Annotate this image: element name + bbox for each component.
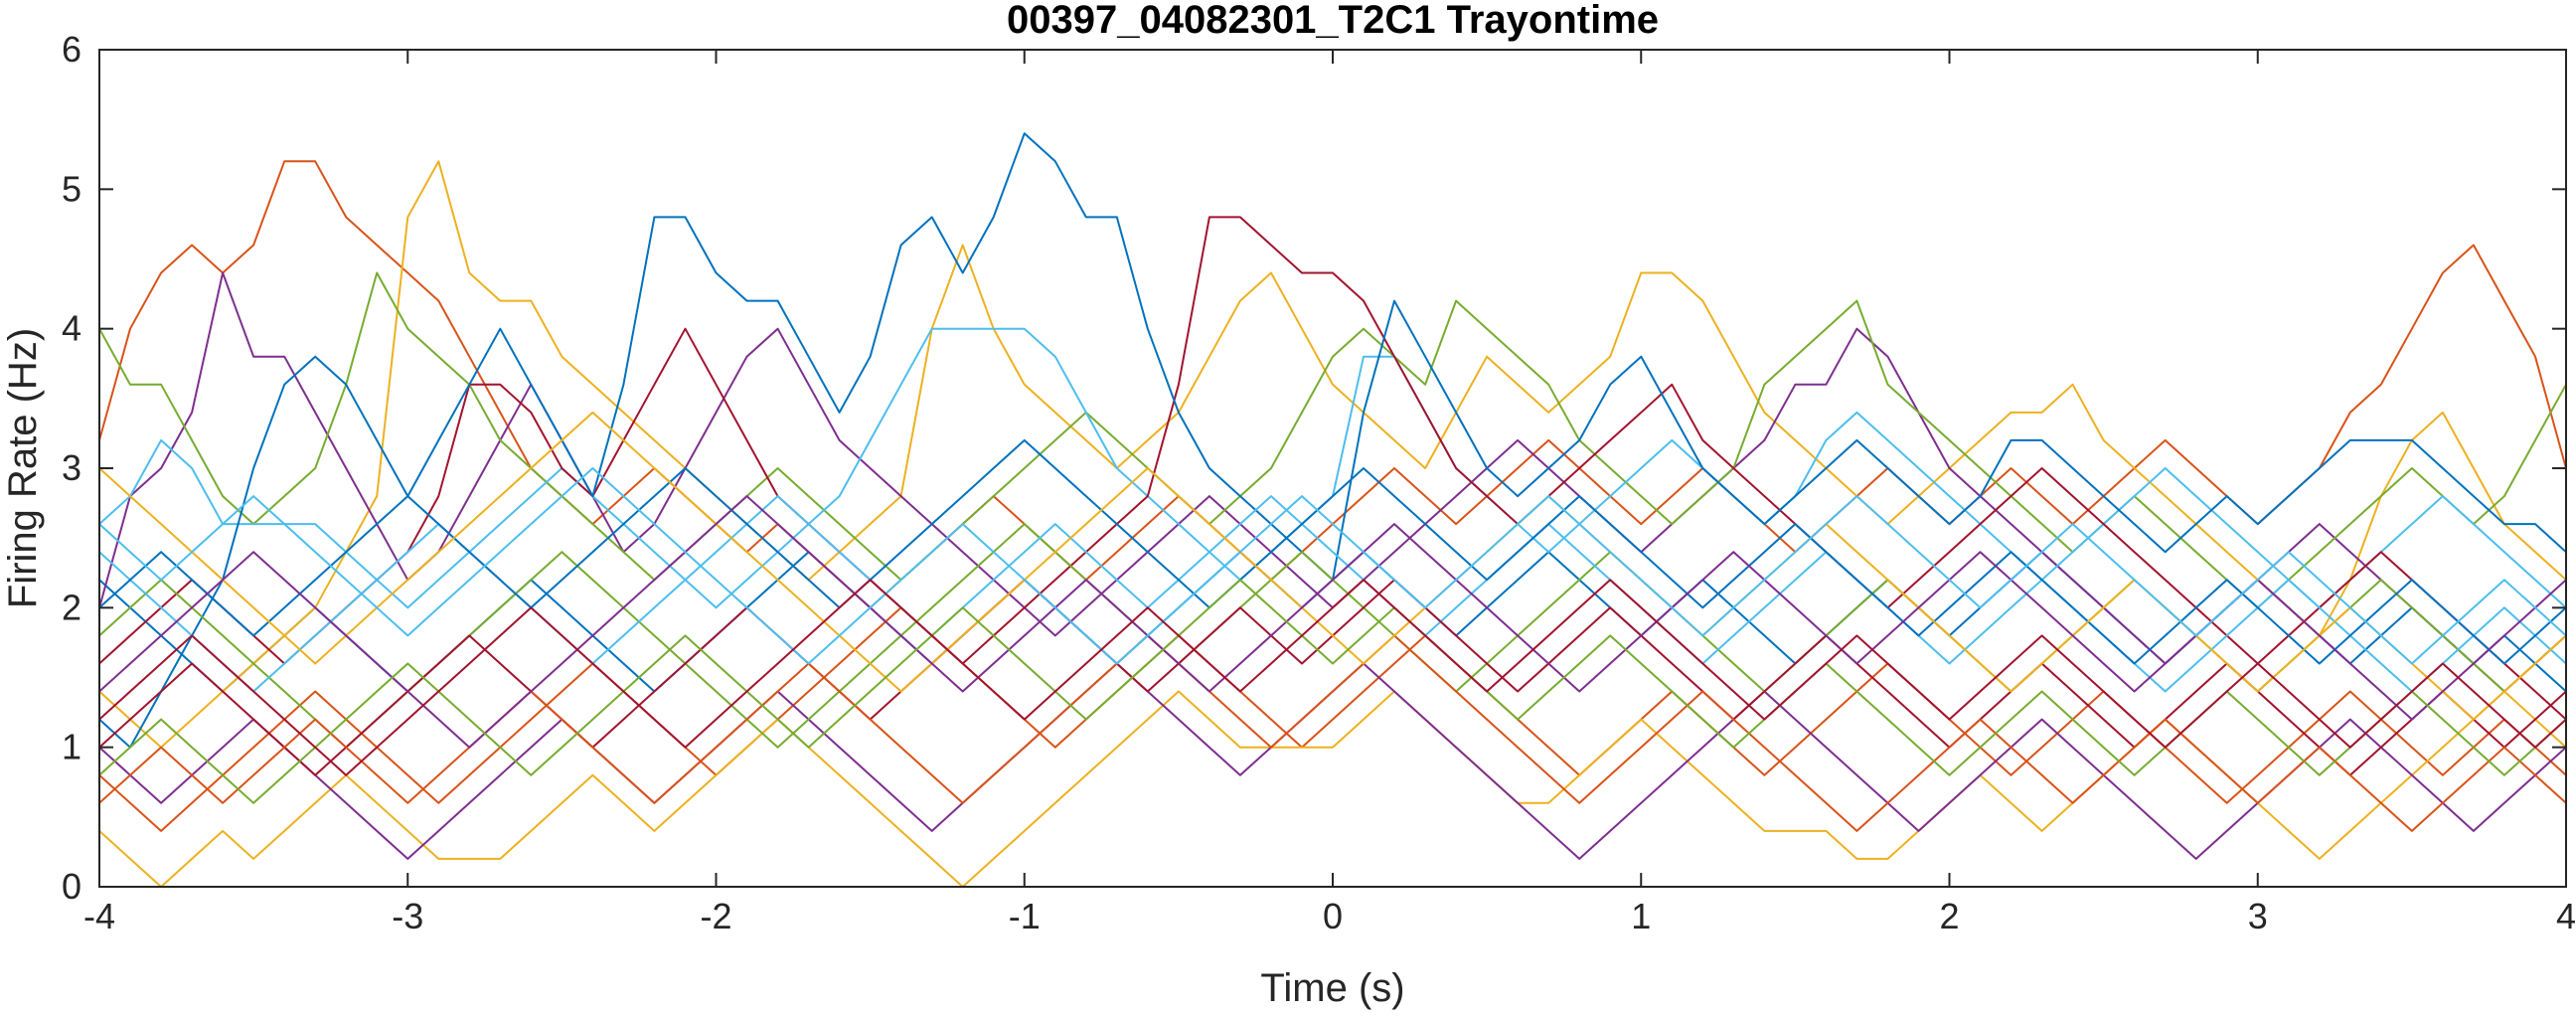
series-line-11 <box>98 662 2567 860</box>
y-tick-label: 5 <box>62 168 81 209</box>
series-line-18 <box>98 495 2567 749</box>
y-tick-label: 0 <box>62 866 81 907</box>
series-line-13 <box>98 495 2567 693</box>
series-line-14 <box>98 579 2567 776</box>
series-line-16 <box>98 634 2567 832</box>
series-line-21 <box>98 579 2567 776</box>
x-tick-label: 3 <box>2248 896 2268 936</box>
x-tick-label: 0 <box>1323 896 1343 936</box>
chart-title: 00397_04082301_T2C1 Trayontime <box>1007 0 1659 42</box>
series-line-19 <box>98 579 2567 804</box>
x-tick-label: 4 <box>2556 896 2576 936</box>
x-tick-label: -1 <box>1009 896 1041 936</box>
series-line-7 <box>98 216 2567 721</box>
y-axis-label: Firing Rate (Hz) <box>1 328 45 608</box>
series-layer <box>98 132 2567 888</box>
series-line-5 <box>98 271 2567 609</box>
series-line-3 <box>98 160 2567 749</box>
series-line-8 <box>98 132 2567 749</box>
y-tick-label: 2 <box>62 587 81 627</box>
y-tick-label: 3 <box>62 447 81 488</box>
ticks-layer: -4 -3 -2 -1 0 1 2 3 4 0 1 2 3 4 5 6 <box>62 29 2576 936</box>
y-tick-label: 1 <box>62 727 81 767</box>
y-tick-label: 4 <box>62 308 81 349</box>
x-axis-label: Time (s) <box>1260 966 1404 1010</box>
series-line-10 <box>98 690 2567 888</box>
x-tick-label: -2 <box>700 896 731 936</box>
series-line-15 <box>98 438 2567 665</box>
x-tick-label: 1 <box>1631 896 1651 936</box>
x-tick-label: 2 <box>1939 896 1959 936</box>
series-line-17 <box>98 411 2567 721</box>
y-tick-label: 6 <box>62 29 81 70</box>
series-line-4 <box>98 271 2567 693</box>
series-line-1 <box>98 551 2567 693</box>
x-tick-label: -3 <box>392 896 423 936</box>
x-tick-label: -4 <box>83 896 115 936</box>
series-line-20 <box>98 467 2567 665</box>
